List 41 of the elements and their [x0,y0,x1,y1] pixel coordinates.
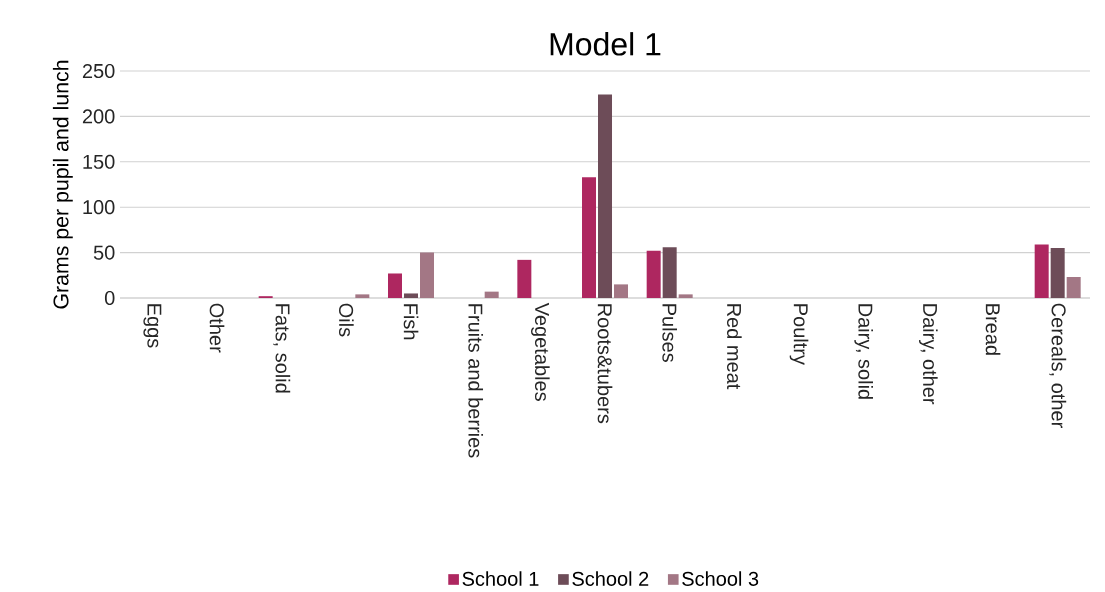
x-tick-label: Fruits and berries [468,304,484,458]
bar [517,259,532,298]
bar [420,252,434,298]
bar [614,284,629,298]
legend-label: School 1 [462,571,539,586]
bar [484,291,499,298]
x-tick-label: Other [209,303,225,353]
bar [582,177,597,298]
x-tick-label: Poultry [789,304,809,365]
y-tick-label: 50 [93,245,115,260]
bar [388,273,402,298]
x-tick-label: Eggs [143,304,162,348]
chart-title: Model 1 [550,32,661,56]
bar [1050,248,1065,298]
x-tick-label: Pulses [662,304,678,362]
y-tick-label: 200 [82,109,115,124]
legend-label: School 3 [682,571,759,586]
bar [355,294,370,298]
x-tick-label: Fats, solid [273,304,291,393]
x-tick-label: Dairy, solid [854,304,873,399]
bar [646,250,661,298]
y-tick-label: 150 [83,154,115,169]
bar [678,294,693,298]
y-tick-label: 100 [83,200,115,215]
bar [404,293,419,298]
bar [598,94,613,298]
x-tick-label: Vegetables [531,302,550,401]
x-tick-label: Roots&tubers [597,304,613,424]
legend-label: School 2 [572,571,649,586]
y-tick-label: 0 [104,290,115,306]
x-tick-label: Dairy, other [919,304,938,405]
x-tick-label: Bread [985,304,1001,355]
x-tick-label: Cereals, other [1049,303,1067,428]
y-axis-title: Grams per pupil and lunch [52,60,73,309]
bar [1034,244,1049,298]
x-tick-label: Oils [339,303,354,337]
x-tick-label: Fish [403,304,419,340]
bar [1066,277,1081,298]
bar [662,247,677,298]
y-tick-label: 250 [82,63,115,79]
x-tick-label: Red meat [727,304,742,390]
